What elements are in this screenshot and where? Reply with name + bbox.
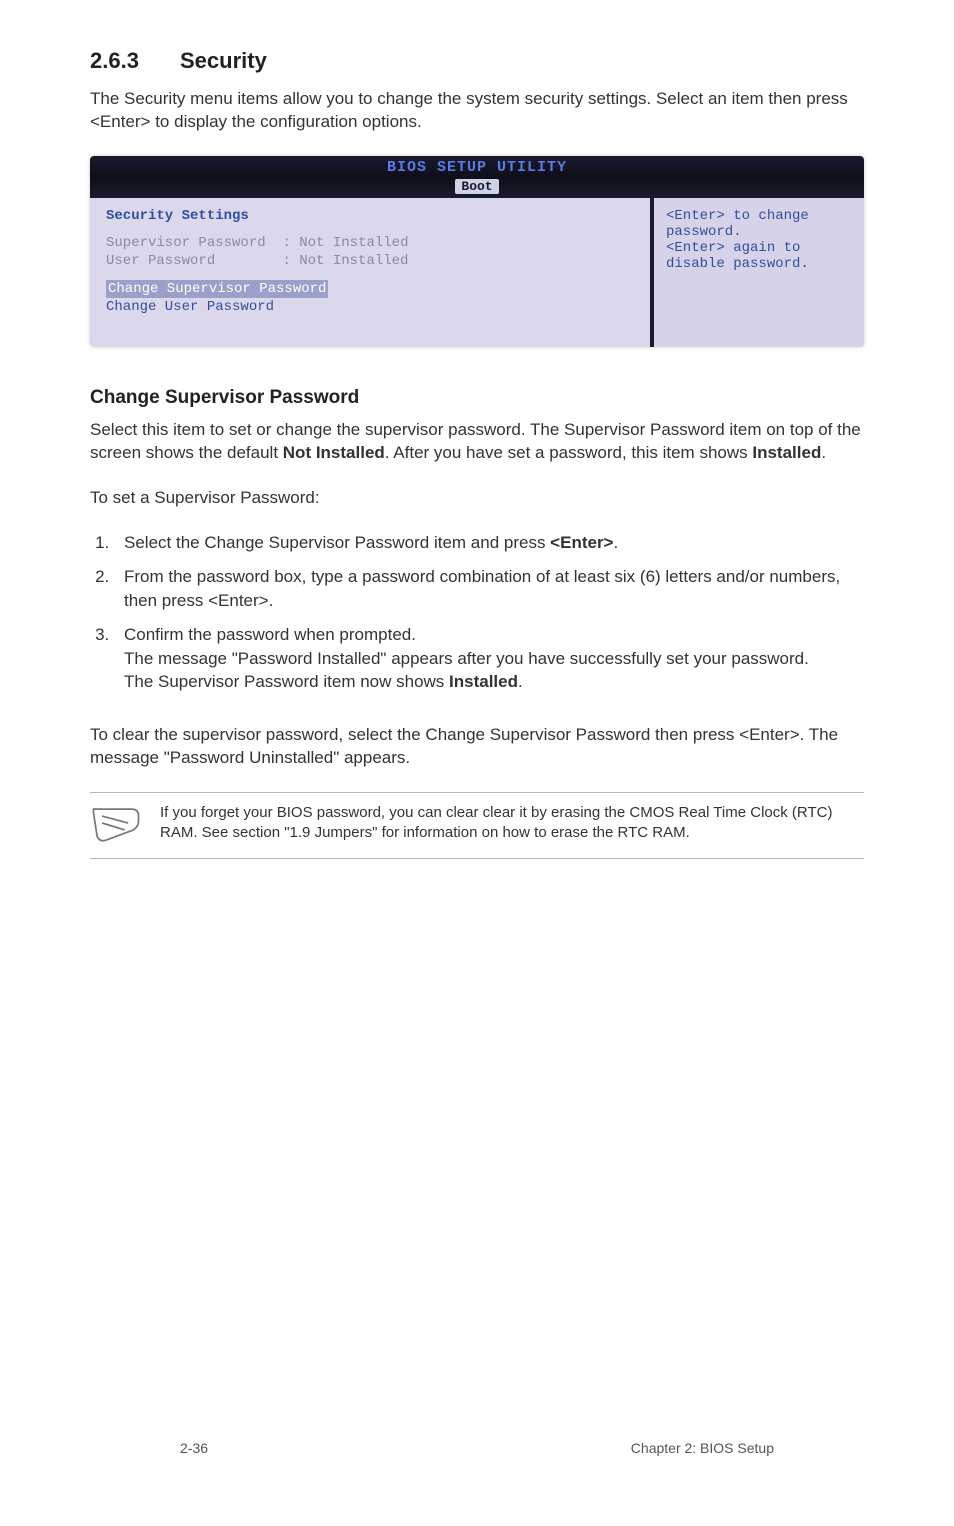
page-footer: 2-36 Chapter 2: BIOS Setup: [180, 1440, 774, 1456]
footer-right: Chapter 2: BIOS Setup: [631, 1440, 774, 1456]
note-hand-icon: [90, 803, 142, 848]
step-1: Select the Change Supervisor Password it…: [114, 531, 864, 555]
s1-b: .: [613, 533, 618, 552]
section-title: Security: [180, 48, 267, 73]
bios-panel-title: Security Settings: [106, 208, 634, 224]
bios-row-user: User Password : Not Installed: [106, 252, 634, 270]
section-number: 2.6.3: [90, 48, 180, 74]
p1-end: .: [821, 443, 826, 462]
bios-left-pane: Security Settings Supervisor Password : …: [90, 198, 654, 347]
note-block: If you forget your BIOS password, you ca…: [90, 792, 864, 859]
bios-change-user[interactable]: Change User Password: [106, 298, 634, 316]
bios-right-pane: <Enter> to change password. <Enter> agai…: [654, 198, 864, 347]
supervisor-value: : Not Installed: [282, 235, 408, 251]
bios-help-l4: disable password.: [666, 256, 852, 272]
steps-list: Select the Change Supervisor Password it…: [114, 531, 864, 694]
s3-b: The message "Password Installed" appears…: [124, 649, 809, 668]
s1-bold: <Enter>: [550, 533, 613, 552]
bios-help-l3: <Enter> again to: [666, 240, 852, 256]
user-label: User Password: [106, 253, 215, 269]
s3-d: .: [518, 672, 523, 691]
section-intro: The Security menu items allow you to cha…: [90, 88, 864, 134]
p1-bold2: Installed: [752, 443, 821, 462]
bios-row-supervisor: Supervisor Password : Not Installed: [106, 234, 634, 252]
bios-utility-title: BIOS SETUP UTILITY: [90, 156, 864, 177]
note-text: If you forget your BIOS password, you ca…: [160, 803, 864, 844]
s3-c: The Supervisor Password item now shows: [124, 672, 449, 691]
user-value: : Not Installed: [282, 253, 408, 269]
subsection-heading: Change Supervisor Password: [90, 387, 864, 409]
step-3: Confirm the password when prompted. The …: [114, 623, 864, 694]
p1-bold: Not Installed: [283, 443, 385, 462]
subsection-p4: To clear the supervisor password, select…: [90, 724, 864, 770]
bios-tab-boot: Boot: [455, 179, 498, 194]
bios-panel: BIOS SETUP UTILITY Boot Security Setting…: [90, 156, 864, 347]
bios-help-l2: password.: [666, 224, 852, 240]
subsection-p1: Select this item to set or change the su…: [90, 419, 864, 465]
bios-help-l1: <Enter> to change: [666, 208, 852, 224]
s3-a: Confirm the password when prompted.: [124, 625, 416, 644]
bios-tab-row: Boot: [90, 177, 864, 198]
subsection-p2: To set a Supervisor Password:: [90, 487, 864, 510]
bios-change-supervisor[interactable]: Change Supervisor Password: [106, 280, 328, 298]
footer-left: 2-36: [180, 1440, 208, 1456]
p1-tail: . After you have set a password, this it…: [385, 443, 753, 462]
bios-body: Security Settings Supervisor Password : …: [90, 198, 864, 347]
supervisor-label: Supervisor Password: [106, 235, 266, 251]
s3-bold: Installed: [449, 672, 518, 691]
bios-highlight-row: Change Supervisor Password: [106, 270, 634, 298]
section-heading: 2.6.3Security: [90, 48, 864, 74]
s1-a: Select the Change Supervisor Password it…: [124, 533, 550, 552]
step-2: From the password box, type a password c…: [114, 565, 864, 613]
